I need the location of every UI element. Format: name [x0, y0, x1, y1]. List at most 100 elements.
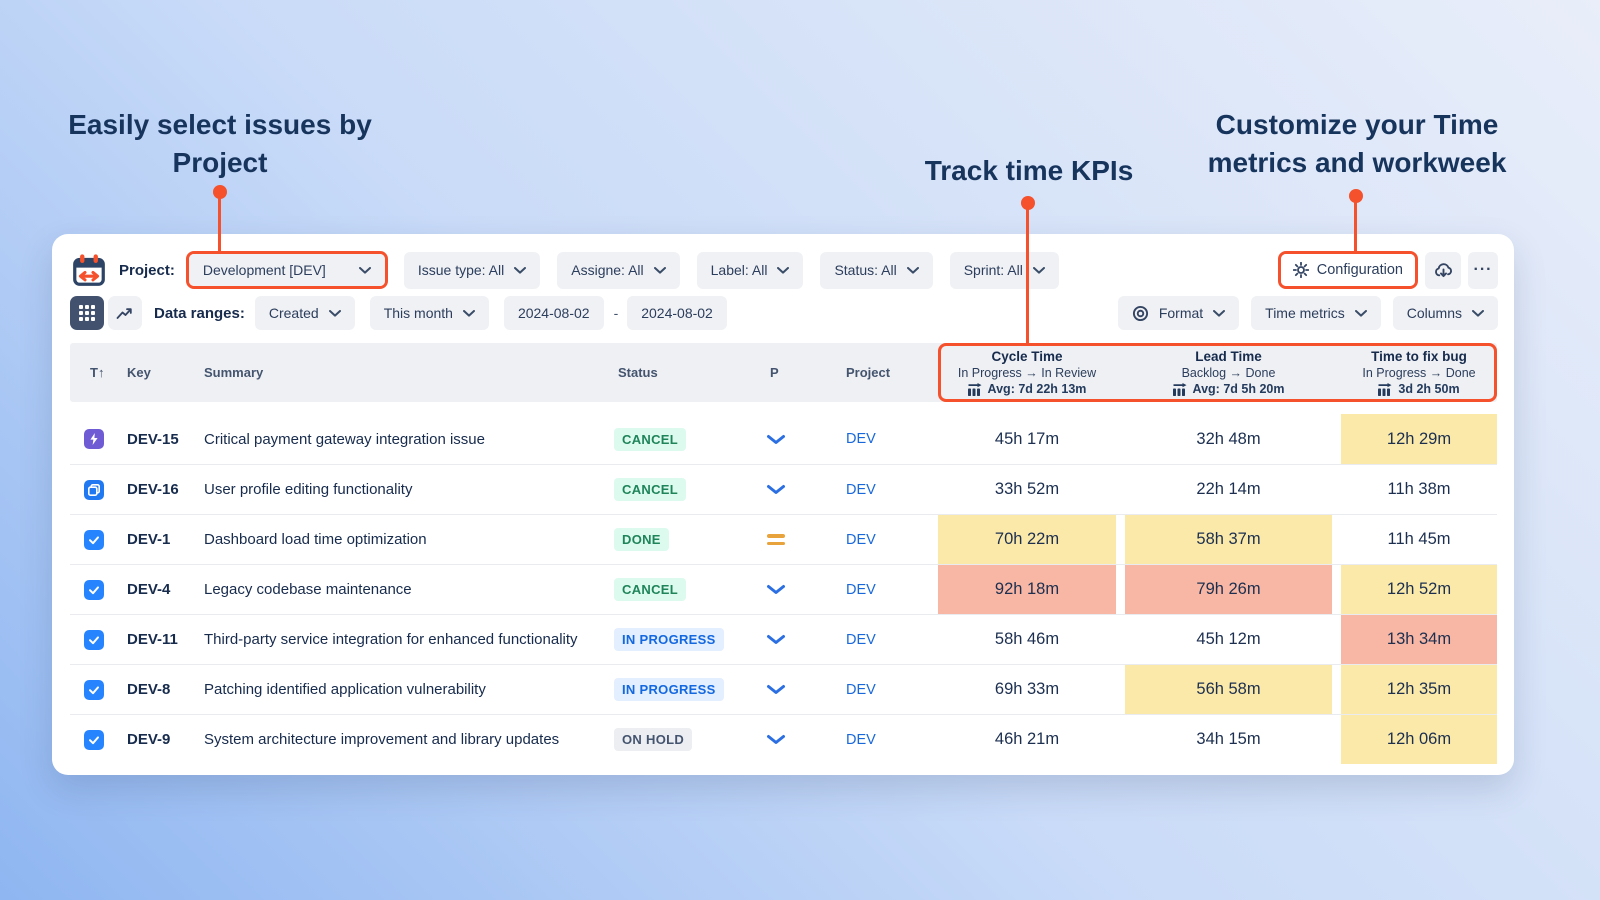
format-select[interactable]: Format — [1117, 296, 1240, 330]
annotation-track-kpis: Track time KPIs — [924, 155, 1134, 186]
callout-line — [1354, 200, 1357, 254]
kpi-title: Lead Time — [1195, 348, 1262, 364]
cloud-download-icon — [1434, 262, 1452, 277]
table-row[interactable]: DEV-8 Patching identified application vu… — [70, 664, 1497, 714]
issue-key: DEV-16 — [127, 481, 179, 498]
display-controls: Format Time metrics Columns — [1117, 296, 1498, 330]
column-status[interactable]: Status — [618, 365, 658, 380]
issue-type-icon — [84, 479, 104, 500]
issue-summary: Third-party service integration for enha… — [204, 631, 578, 648]
status-badge: IN PROGRESS — [614, 678, 724, 701]
chevron-down-icon — [358, 266, 371, 274]
column-key[interactable]: Key — [127, 365, 151, 380]
status-badge: DONE — [614, 528, 669, 551]
status-badge: CANCEL — [614, 427, 686, 451]
project-link[interactable]: DEV — [846, 731, 876, 748]
configuration-callout-box: Configuration — [1277, 251, 1418, 289]
issue-summary: Critical payment gateway integration iss… — [204, 430, 485, 448]
chevron-down-icon — [462, 309, 475, 317]
column-project[interactable]: Project — [846, 365, 891, 380]
cycle-time-value: 92h 18m — [938, 565, 1116, 614]
issue-key: DEV-8 — [127, 681, 171, 698]
lead-time-value: 79h 26m — [1125, 565, 1332, 614]
gear-icon — [1292, 262, 1309, 278]
export-button[interactable] — [1425, 251, 1461, 289]
lead-time-value: 32h 48m — [1196, 429, 1261, 448]
chevron-down-icon — [653, 266, 666, 274]
columns-select[interactable]: Columns — [1392, 296, 1498, 330]
kpi-avg: Avg: 7d 22h 13m — [938, 381, 1116, 398]
column-type-sort[interactable]: T↑ — [90, 365, 105, 380]
chevron-down-icon — [1354, 309, 1367, 317]
project-link[interactable]: DEV — [846, 631, 876, 648]
column-cycle-time[interactable]: Cycle Time In Progress → In Review Avg: … — [938, 348, 1116, 398]
grid-view-icon — [79, 305, 95, 321]
fix-time-value: 11h 45m — [1387, 530, 1451, 548]
lead-time-value: 45h 12m — [1196, 630, 1261, 648]
project-select[interactable]: Development [DEV] — [188, 254, 385, 286]
kpi-flow: In Progress → In Review — [957, 365, 1097, 380]
callout-dot — [213, 185, 227, 199]
table-row[interactable]: DEV-16 User profile editing functionalit… — [70, 464, 1497, 514]
status-badge: CANCEL — [614, 478, 686, 501]
fix-time-value: 12h 29m — [1341, 414, 1497, 464]
table-header: T↑ Key Summary Status P Project Cycle Ti… — [70, 343, 1497, 402]
issue-type-icon — [84, 579, 104, 600]
issue-type-icon — [84, 629, 104, 650]
kpi-title: Time to fix bug — [1371, 348, 1467, 364]
lead-time-value: 56h 58m — [1125, 665, 1332, 714]
column-priority[interactable]: P — [770, 365, 779, 380]
cycle-time-value: 69h 33m — [994, 680, 1060, 698]
chevron-down-icon — [1472, 309, 1484, 317]
range-period-select[interactable]: This month — [369, 296, 489, 330]
table-row[interactable]: DEV-11 Third-party service integration f… — [70, 614, 1497, 664]
priority-icon — [767, 534, 785, 545]
table-row[interactable]: DEV-1 Dashboard load time optimization D… — [70, 514, 1497, 564]
chart-view-button[interactable] — [108, 296, 142, 330]
kpi-avg: Avg: 7d 5h 20m — [1125, 381, 1332, 398]
kpi-flow: Backlog → Done — [1181, 365, 1276, 380]
project-link[interactable]: DEV — [846, 681, 876, 698]
time-metrics-select[interactable]: Time metrics — [1251, 296, 1381, 330]
more-menu-button[interactable]: ··· — [1468, 251, 1498, 289]
callout-dot — [1349, 189, 1363, 203]
grid-view-button[interactable] — [70, 296, 104, 330]
issue-type-icon — [84, 729, 104, 750]
fix-time-value: 11h 38m — [1387, 480, 1451, 498]
date-from-field[interactable]: 2024-08-02 — [503, 296, 604, 330]
date-separator: - — [613, 305, 619, 321]
configuration-button[interactable]: Configuration — [1280, 254, 1415, 286]
table-row[interactable]: DEV-15 Critical payment gateway integrat… — [70, 414, 1497, 464]
filter-sprint[interactable]: Sprint: All — [949, 251, 1059, 289]
project-link[interactable]: DEV — [846, 481, 876, 498]
column-lead-time[interactable]: Lead Time Backlog → Done Avg: 7d 5h 20m — [1125, 348, 1332, 398]
priority-icon — [766, 484, 786, 495]
project-link[interactable]: DEV — [846, 431, 876, 447]
app-logo-icon — [73, 254, 105, 286]
range-field-select[interactable]: Created — [254, 296, 355, 330]
priority-icon — [766, 584, 786, 595]
status-badge: ON HOLD — [614, 728, 693, 751]
project-link[interactable]: DEV — [846, 531, 876, 548]
fix-time-value: 12h 06m — [1341, 715, 1497, 764]
eye-icon — [1132, 305, 1148, 321]
annotation-customize-metrics: Customize your Time metrics and workweek — [1207, 109, 1507, 178]
filter-assignee[interactable]: Assigne: All — [557, 251, 680, 289]
table-row[interactable]: DEV-9 System architecture improvement an… — [70, 714, 1497, 764]
date-to-field[interactable]: 2024-08-02 — [627, 296, 727, 330]
kpi-title: Cycle Time — [991, 348, 1063, 364]
chevron-down-icon — [514, 266, 527, 274]
chevron-down-icon — [328, 309, 341, 317]
issue-key: DEV-15 — [127, 430, 179, 448]
issue-summary: User profile editing functionality — [204, 481, 413, 498]
table-row[interactable]: DEV-4 Legacy codebase maintenance CANCEL… — [70, 564, 1497, 614]
filter-status[interactable]: Status: All — [820, 251, 933, 289]
priority-icon — [766, 434, 786, 445]
column-time-to-fix-bug[interactable]: Time to fix bug In Progress → Done 3d 2h… — [1341, 348, 1497, 398]
filter-issue-type[interactable]: Issue type: All — [403, 251, 541, 289]
filter-label[interactable]: Label: All — [696, 251, 804, 289]
lead-time-value: 22h 14m — [1196, 480, 1261, 498]
chart-view-icon — [116, 308, 132, 319]
column-summary[interactable]: Summary — [204, 365, 264, 380]
project-link[interactable]: DEV — [846, 581, 876, 598]
